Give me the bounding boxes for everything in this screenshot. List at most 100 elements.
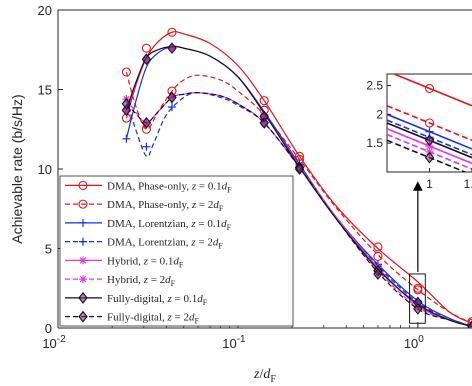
- legend-marker: [78, 291, 88, 304]
- legend-sub: F: [203, 298, 208, 307]
- series-2-point-8: [467, 318, 472, 328]
- series-1-point-2: [141, 43, 151, 53]
- series-7-point-3: [167, 42, 177, 55]
- legend-coef: 2: [207, 237, 213, 249]
- legend-coef: 0.1: [208, 180, 222, 192]
- legend-entry-7: Fully-digital, z = 0.1dF: [65, 291, 208, 307]
- series-2-point-7: [413, 285, 423, 295]
- series-7-point-2: [141, 53, 152, 66]
- legend-var: z: [167, 312, 173, 324]
- legend-entry-5: Hybrid, z = 0.1dF: [65, 255, 184, 269]
- x-tick-base: 10: [222, 336, 236, 351]
- series-8: [121, 91, 472, 328]
- zoom-indicator: [409, 181, 426, 324]
- inset-y-tick-label: 2.5: [366, 79, 383, 93]
- series-1-point-3: [167, 27, 177, 37]
- legend-coef: 0.1: [184, 293, 198, 305]
- inset-x-tick-label: 1: [426, 177, 433, 191]
- series-1-point-4: [259, 96, 269, 106]
- series-3-point-1: [122, 134, 131, 143]
- legend-entry-4: DMA, Lorentzian, z = 2dF: [65, 237, 223, 251]
- series-8-point-6: [373, 268, 383, 280]
- x-tick-exponent: 0: [418, 334, 424, 345]
- legend-series-name: Fully-digital,: [107, 293, 168, 305]
- x-axis-label: z/dF: [253, 367, 276, 385]
- x-tick-exponent: -2: [57, 334, 66, 345]
- x-tick-label: 100: [404, 334, 424, 351]
- legend-d: d: [213, 237, 219, 249]
- x-label-var: z: [253, 367, 260, 382]
- legend-label: Fully-digital, z = 2dF: [107, 312, 200, 326]
- y-tick-label: 15: [38, 83, 52, 98]
- inset-series-7-point: [424, 134, 435, 147]
- series-layer: [121, 27, 472, 328]
- legend-eq: =: [172, 293, 184, 305]
- x-tick-label: 10-1: [222, 334, 246, 351]
- legend-var: z: [190, 237, 196, 249]
- legend-sub: F: [171, 279, 176, 288]
- series-8-point-2: [141, 117, 152, 129]
- legend-entry-1: DMA, Phase-only, z = 0.1dF: [65, 180, 232, 194]
- legend-var: z: [143, 274, 149, 286]
- series-4-line: [125, 92, 472, 327]
- legend-coef: 2: [184, 312, 190, 324]
- series-7-line: [125, 45, 472, 327]
- legend-eq: =: [148, 255, 160, 267]
- legend-var: z: [191, 199, 197, 211]
- legend-eq: =: [196, 218, 208, 230]
- inset-series-1-line: [391, 74, 472, 107]
- x-label-slash: /: [260, 367, 264, 382]
- legend-entry-3: DMA, Lorentzian, z = 0.1dF: [65, 218, 232, 232]
- legend-eq: =: [196, 199, 208, 211]
- legend-sub: F: [227, 185, 232, 194]
- series-1-point-6: [373, 242, 383, 252]
- x-tick-exponent: -1: [237, 334, 246, 345]
- legend-d: d: [213, 199, 219, 211]
- legend-label: Fully-digital, z = 0.1dF: [107, 293, 208, 307]
- legend-sub: F: [227, 223, 232, 232]
- series-8-point-3: [167, 91, 177, 104]
- inset-series-2-point: [424, 118, 435, 128]
- legend-var: z: [190, 218, 196, 230]
- legend-d: d: [197, 293, 203, 305]
- y-tick-label: 20: [38, 3, 52, 18]
- legend-d: d: [173, 255, 179, 267]
- legend-series-name: DMA, Phase-only,: [107, 199, 192, 211]
- legend-eq: =: [172, 312, 184, 324]
- legend-sub: F: [218, 242, 223, 251]
- y-tick-label: 0: [45, 321, 52, 336]
- legend-series-name: DMA, Lorentzian,: [107, 237, 191, 249]
- legend-marker: [78, 199, 88, 209]
- y-tick-label: 5: [45, 242, 52, 257]
- series-8-line: [125, 92, 472, 327]
- inset-y-tick-label: 1.5: [366, 136, 383, 150]
- legend-coef: 0.1: [160, 255, 174, 267]
- legend-var: z: [191, 180, 197, 192]
- legend-sub: F: [195, 317, 200, 326]
- legend-label: DMA, Lorentzian, z = 0.1dF: [107, 218, 232, 232]
- legend-entry-6: Hybrid, z = 2dF: [65, 274, 176, 288]
- legend-label: DMA, Lorentzian, z = 2dF: [107, 237, 223, 251]
- inset-series-2-line: [387, 104, 472, 142]
- legend-marker: [79, 256, 87, 265]
- legend-d: d: [221, 218, 227, 230]
- inset-series-layer: [387, 74, 472, 172]
- legend-label: DMA, Phase-only, z = 2dF: [107, 199, 224, 213]
- legend-var: z: [143, 255, 149, 267]
- y-tick-label: 10: [38, 162, 52, 177]
- legend-eq: =: [148, 274, 160, 286]
- legend-label: Hybrid, z = 2dF: [107, 274, 176, 288]
- legend-series-name: Fully-digital,: [107, 312, 168, 324]
- legend-eq: =: [196, 180, 208, 192]
- legend-label: DMA, Phase-only, z = 0.1dF: [107, 180, 232, 194]
- series-1-line: [125, 31, 472, 324]
- x-label-sub: F: [270, 374, 276, 385]
- x-label-d: d: [263, 367, 271, 382]
- axis-labels: Achievable rate (b/s/Hz)z/dF: [9, 94, 276, 385]
- legend-eq: =: [196, 237, 208, 249]
- inset-series-1-point: [424, 83, 435, 93]
- series-7-point-1: [121, 104, 132, 117]
- series-8-point-4: [259, 117, 269, 129]
